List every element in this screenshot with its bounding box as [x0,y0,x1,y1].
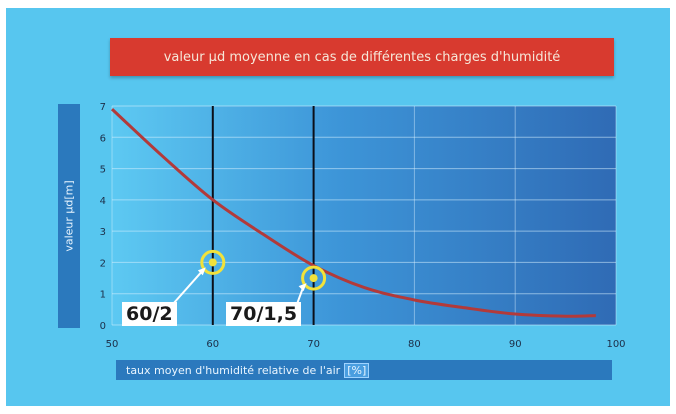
x-tick-label: 70 [307,339,320,350]
x-tick-label: 50 [106,339,119,350]
tick-labels: 0 1 2 3 4 5 6 7 50 60 70 80 90 100 [100,102,626,350]
y-tick-label: 4 [100,196,106,207]
annotation-60-2: 60/2 [122,302,177,326]
x-axis-label: taux moyen d'humidité relative de l'air [126,363,341,377]
x-axis-label-box: taux moyen d'humidité relative de l'air … [116,360,612,380]
y-axis-label-box: valeur µd[m] [58,104,80,328]
annotation-70-1-5: 70/1,5 [226,302,302,326]
x-tick-label: 100 [606,339,625,350]
y-tick-label: 3 [100,227,106,238]
y-tick-label: 1 [100,290,106,301]
y-tick-label: 6 [100,133,106,144]
grid [111,105,617,326]
x-tick-label: 90 [509,339,522,350]
marker-ring [301,265,327,291]
y-tick-label: 7 [100,102,106,113]
marker-arrowhead [197,267,206,276]
plot-area [112,106,616,325]
marker-arrow [172,269,204,305]
y-tick-label: 0 [100,321,106,332]
x-tick-label: 60 [206,339,219,350]
marker-arrowhead [298,283,307,292]
y-tick-label: 2 [100,258,106,269]
marker-dot [309,274,318,283]
marker-ring [200,249,226,275]
marker-dot [208,258,217,267]
series-line [110,108,596,318]
markers [172,249,327,305]
chart-title: valeur µd moyenne en cas de différentes … [110,38,614,76]
x-tick-label: 80 [408,339,421,350]
y-tick-label: 5 [100,165,106,176]
x-axis-unit: [%] [344,362,370,378]
